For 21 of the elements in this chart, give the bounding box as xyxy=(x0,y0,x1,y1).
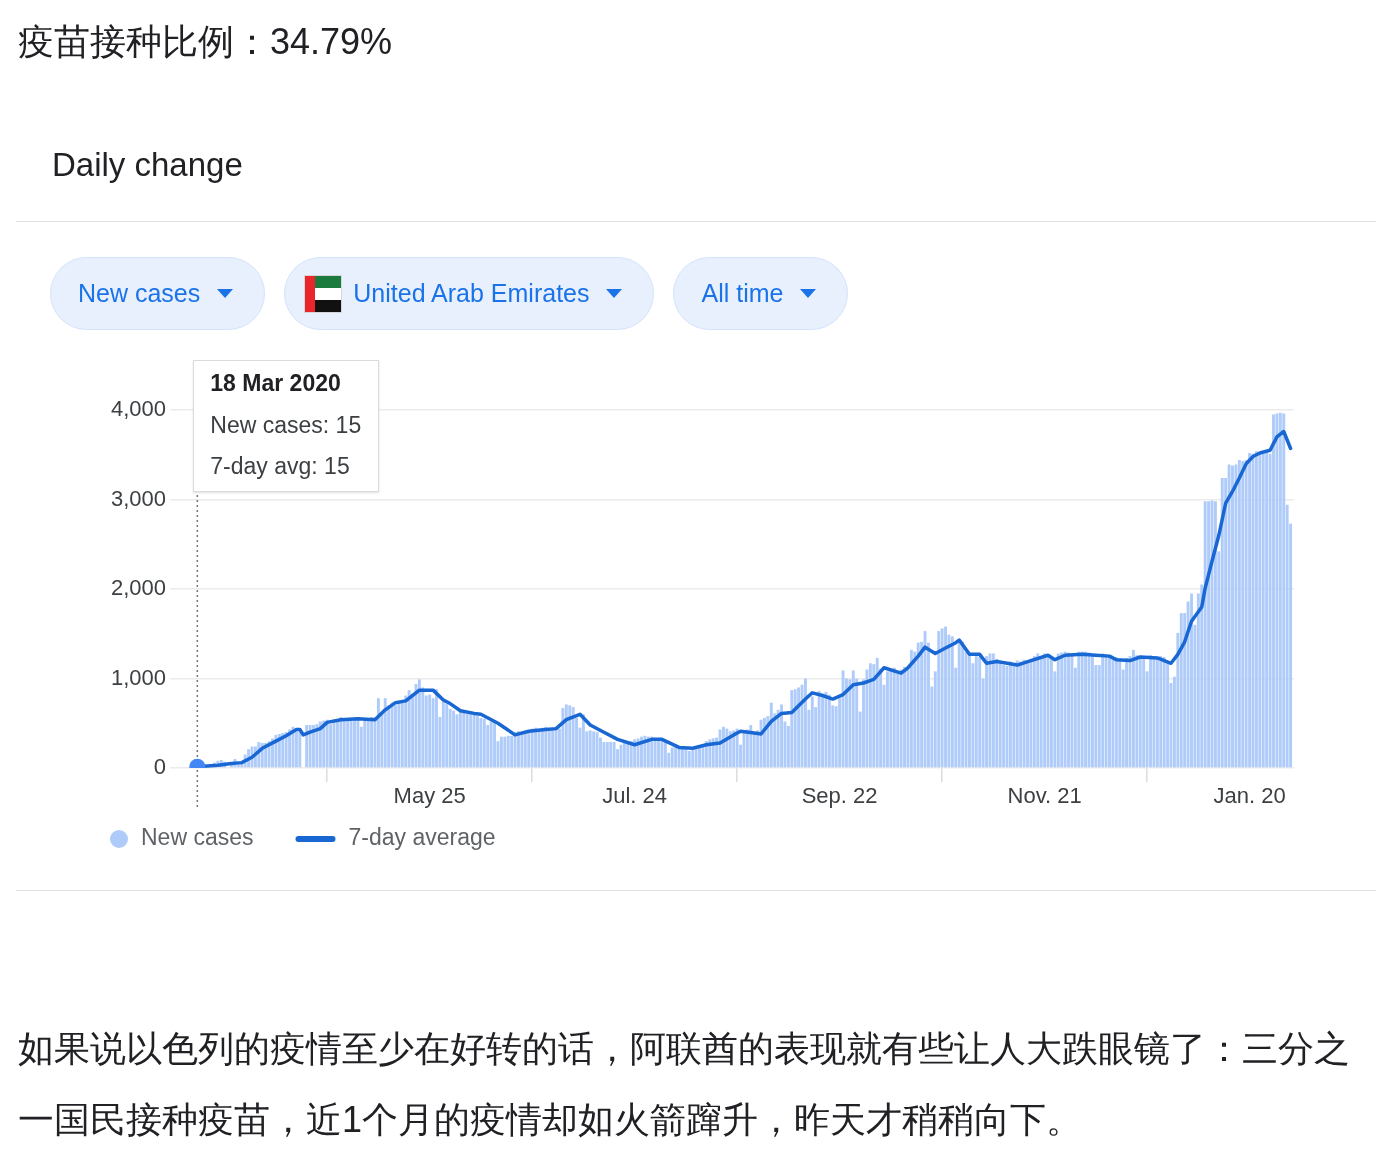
dropdown-button: All time xyxy=(673,257,849,330)
text: 如果说以色列的疫情至少在好转的话，阿联酋的表现就有些让人大跌眼镜了：三分之一国民接种疫苗，近1个月的疫情却如火箭蹿升，昨天才稍稍向下。 xyxy=(18,1027,1351,1142)
x-tick-label: Jul. 24 xyxy=(602,783,668,809)
x-tick-label: Sep. 22 xyxy=(801,783,878,809)
tooltip-card: 18 Mar 2020 New cases: 15 7-day avg: 15 xyxy=(193,360,380,492)
y-tick-label: 4,000 xyxy=(110,396,166,422)
y-tick-label: 1,000 xyxy=(110,664,166,690)
legend-label: 7-day average xyxy=(348,824,496,851)
annotation: 7-day avg: 15 xyxy=(210,452,351,481)
x-tick-label: May 25 xyxy=(393,783,466,809)
legend-label: New cases xyxy=(141,824,254,851)
annotation: New cases: 15 xyxy=(210,410,362,440)
y-tick-label: 0 xyxy=(153,754,166,780)
chart-title: Daily change xyxy=(52,145,243,185)
x-tick-label: Jan. 20 xyxy=(1213,783,1286,809)
text: 疫苗接种比例：34.79% xyxy=(18,20,393,64)
dropdown-button: United Arab Emirates xyxy=(284,257,655,330)
x-tick-label: Nov. 21 xyxy=(1007,783,1082,809)
dropdown-button: New cases xyxy=(50,257,266,330)
y-tick-label: 3,000 xyxy=(110,485,166,511)
y-tick-label: 2,000 xyxy=(110,575,166,601)
